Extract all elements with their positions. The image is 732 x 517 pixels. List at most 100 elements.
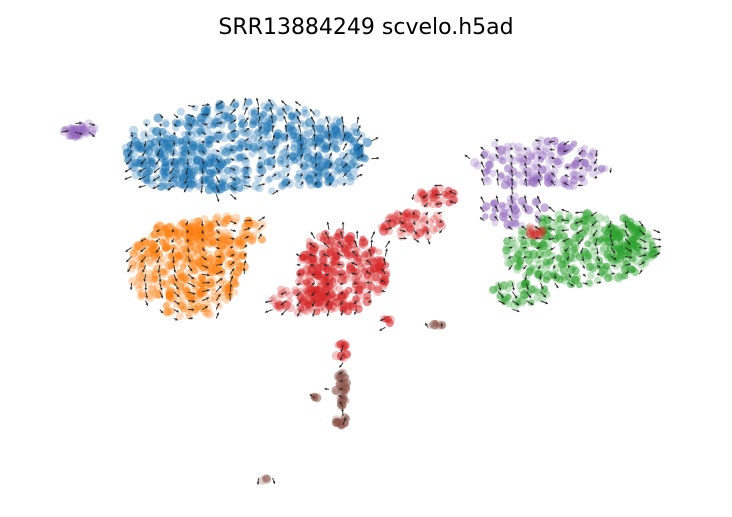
cell-point [344, 250, 354, 260]
cell-point [496, 292, 504, 300]
velocity-arrow [229, 268, 235, 275]
cell-point [359, 274, 367, 282]
cell-point [232, 165, 242, 175]
velocity-arrow [624, 229, 629, 238]
cell-point [170, 169, 180, 179]
velocity-arrow [336, 252, 344, 257]
cell-point [319, 255, 328, 264]
cell-point [138, 292, 145, 300]
cell-point [519, 240, 530, 251]
velocity-arrow [171, 229, 175, 233]
cell-point [525, 237, 535, 248]
velocity-arrow [187, 273, 195, 280]
velocity-arrow [156, 256, 161, 264]
cell-point [352, 150, 360, 158]
cell-point [352, 128, 361, 137]
cell-point [234, 236, 244, 246]
cell-point [646, 253, 655, 262]
cell-point [209, 278, 218, 287]
cell-point [310, 286, 319, 295]
cell-point [247, 109, 257, 118]
cell-point [295, 277, 304, 286]
velocity-arrow [562, 238, 569, 243]
velocity-arrow [323, 263, 330, 267]
cell-point [320, 145, 329, 153]
cell-point [387, 213, 395, 221]
velocity-arrow [436, 202, 442, 206]
velocity-arrow [215, 149, 220, 153]
cell-point [400, 212, 408, 220]
cell-point [218, 276, 226, 285]
velocity-arrow [173, 123, 177, 128]
cell-point [164, 252, 173, 260]
cell-point [582, 210, 590, 218]
cell-point [551, 167, 559, 175]
cell-point [363, 248, 373, 258]
cell-point [300, 109, 308, 116]
cell-point [191, 104, 199, 112]
cell-point [161, 242, 171, 252]
cell-point [523, 288, 533, 298]
velocity-arrow [296, 300, 302, 307]
velocity-arrow [537, 171, 542, 177]
velocity-arrow [187, 264, 193, 272]
cell-point [190, 280, 199, 290]
velocity-arrow [523, 195, 527, 204]
velocity-arrow [230, 237, 235, 241]
velocity-arrow [243, 107, 248, 115]
cell-point [570, 170, 578, 179]
velocity-arrow [157, 149, 161, 157]
velocity-arrow [536, 205, 541, 213]
cell-point [144, 269, 154, 279]
cell-point [556, 215, 565, 223]
velocity-arrow [215, 277, 223, 284]
cell-point [488, 152, 498, 162]
cell-point [334, 270, 342, 278]
velocity-arrow [534, 215, 541, 222]
cell-point [304, 176, 314, 186]
cell-point [164, 223, 174, 233]
cell-point [341, 246, 349, 254]
cell-point [356, 153, 366, 162]
velocity-arrow [547, 227, 555, 231]
velocity-arrow [522, 255, 527, 259]
cell-point [323, 130, 333, 140]
cell-point [374, 276, 382, 284]
cell-point [547, 151, 556, 159]
velocity-arrow [201, 247, 206, 252]
cell-point [517, 196, 527, 206]
cell-point [554, 155, 565, 165]
velocity-arrow [540, 300, 549, 305]
cell-point [220, 218, 229, 228]
velocity-arrow [356, 116, 360, 124]
velocity-arrow [609, 229, 613, 238]
velocity-arrow [138, 176, 146, 181]
velocity-arrow [309, 242, 316, 248]
cell-point [317, 302, 326, 311]
cell-point [238, 250, 248, 260]
velocity-arrow [216, 111, 224, 115]
cell-point [559, 266, 569, 275]
velocity-arrow [311, 300, 316, 307]
cell-point [532, 288, 540, 296]
velocity-arrow [280, 291, 287, 296]
cell-point [230, 186, 239, 194]
velocity-arrow [325, 291, 330, 296]
velocity-arrow [187, 282, 196, 288]
cell-point [250, 106, 259, 115]
velocity-arrow [538, 264, 541, 270]
cell-point [305, 137, 315, 147]
velocity-arrow [510, 195, 513, 204]
velocity-arrow [125, 247, 132, 253]
velocity-arrow [480, 146, 485, 151]
cell-point [223, 260, 234, 270]
cell-point [538, 226, 548, 235]
cell-point [570, 245, 578, 254]
cell-point [586, 153, 594, 160]
cell-point [203, 267, 211, 275]
cell-point [225, 292, 233, 300]
cell-point [299, 161, 309, 171]
velocity-arrow [553, 265, 556, 270]
velocity-arrow [158, 274, 162, 283]
cell-point [425, 233, 432, 241]
